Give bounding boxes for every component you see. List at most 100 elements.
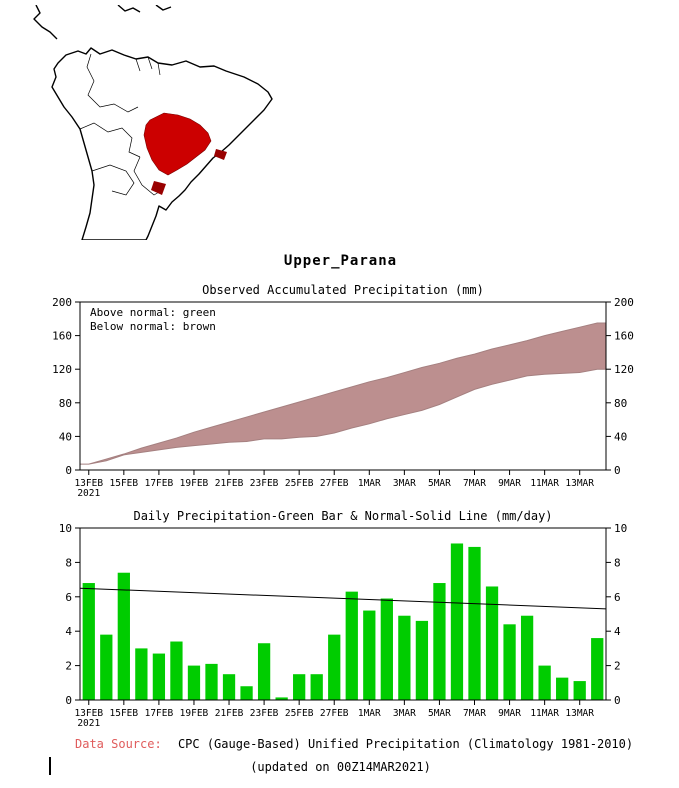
- y-tick-label: 8: [65, 556, 72, 569]
- y-tick-label: 80: [59, 397, 72, 410]
- updated-line: (updated on 00Z14MAR2021): [250, 760, 431, 774]
- precip-bar: [380, 598, 393, 700]
- precip-bar: [433, 583, 446, 700]
- country-borders: [135, 56, 161, 76]
- x-tick-label: 19FEB: [180, 708, 209, 719]
- precip-bar: [152, 653, 166, 700]
- accumulated-chart-title: Observed Accumulated Precipitation (mm): [202, 283, 484, 297]
- coastline-fragment: [33, 5, 58, 40]
- x-tick-label: 9MAR: [498, 708, 521, 719]
- x-tick-label: 7MAR: [463, 478, 486, 489]
- x-tick-label: 27FEB: [320, 708, 349, 719]
- region-highlight-fragment: [151, 181, 166, 195]
- legend-above-normal: Above normal: green: [90, 306, 216, 319]
- x-tick-label: 25FEB: [285, 708, 314, 719]
- coastline-fragment: [117, 5, 141, 13]
- y-tick-label: 160: [614, 330, 634, 343]
- legend-below-normal: Below normal: brown: [90, 320, 216, 333]
- x-tick-label: 9MAR: [498, 478, 521, 489]
- page-title: Upper_Parana: [283, 253, 398, 269]
- y-tick-label: 6: [65, 591, 72, 604]
- accumulated-precip-chart: Observed Accumulated Precipitation (mm) 0…: [52, 283, 634, 499]
- precip-bar: [485, 586, 499, 700]
- y-tick-label: 200: [52, 296, 72, 309]
- y-tick-label: 0: [614, 694, 621, 707]
- precip-bar: [100, 634, 113, 700]
- x-tick-label: 25FEB: [285, 478, 314, 489]
- x-tick-label: 13FEB: [74, 708, 103, 719]
- precip-bar: [345, 591, 358, 700]
- x-year-label: 2021: [77, 488, 100, 499]
- y-tick-label: 40: [614, 430, 627, 443]
- precip-bar: [450, 543, 464, 700]
- precip-bar: [135, 648, 148, 700]
- data-source-line: Data Source: CPC (Gauge-Based) Unified P…: [75, 737, 633, 751]
- precip-bar: [117, 572, 130, 700]
- x-tick-label: 17FEB: [145, 708, 174, 719]
- country-borders: [86, 53, 139, 113]
- precip-bar: [187, 665, 201, 700]
- data-source-label: Data Source:: [75, 737, 162, 751]
- x-tick-label: 27FEB: [320, 478, 349, 489]
- coastline-fragment: [155, 5, 172, 11]
- upper-parana-region-highlight: [143, 112, 212, 176]
- precip-bar: [591, 638, 604, 700]
- below-normal-band: [80, 322, 607, 465]
- south-america-map: [33, 5, 273, 240]
- precip-bar: [293, 674, 306, 700]
- precip-bar: [538, 665, 551, 700]
- daily-precip-chart: Daily Precipitation-Green Bar & Normal-S…: [59, 509, 628, 729]
- country-borders: [133, 156, 165, 196]
- x-tick-label: 15FEB: [110, 478, 139, 489]
- y-tick-label: 4: [65, 625, 72, 638]
- normal-line: [79, 587, 607, 610]
- precip-bar: [240, 686, 253, 700]
- data-source-text: CPC (Gauge-Based) Unified Precipitation …: [177, 737, 634, 751]
- y-tick-label: 8: [614, 556, 621, 569]
- y-tick-label: 40: [59, 430, 72, 443]
- precip-bar: [468, 546, 481, 700]
- x-tick-label: 5MAR: [428, 478, 451, 489]
- daily-chart-title: Daily Precipitation-Green Bar & Normal-S…: [133, 509, 552, 523]
- precip-bar: [205, 663, 218, 700]
- x-tick-label: 15FEB: [110, 708, 139, 719]
- x-tick-label: 13MAR: [565, 478, 594, 489]
- precip-bar: [503, 624, 516, 700]
- x-tick-label: 19FEB: [180, 478, 209, 489]
- precip-bar: [310, 674, 323, 700]
- x-tick-label: 13MAR: [565, 708, 594, 719]
- y-tick-label: 200: [614, 296, 634, 309]
- precip-bar: [398, 615, 411, 700]
- y-tick-label: 0: [614, 464, 621, 477]
- y-tick-label: 2: [614, 660, 621, 673]
- y-tick-label: 10: [59, 522, 72, 535]
- precip-bar: [328, 634, 341, 700]
- precip-bar: [573, 681, 586, 700]
- x-tick-label: 21FEB: [215, 478, 244, 489]
- x-tick-label: 11MAR: [530, 478, 559, 489]
- y-tick-label: 120: [52, 363, 72, 376]
- x-tick-label: 5MAR: [428, 708, 451, 719]
- country-borders: [91, 164, 135, 196]
- x-tick-label: 13FEB: [74, 478, 103, 489]
- y-tick-label: 4: [614, 625, 621, 638]
- x-tick-label: 23FEB: [250, 478, 279, 489]
- precip-bar: [222, 674, 236, 700]
- x-tick-label: 11MAR: [530, 708, 559, 719]
- x-tick-label: 21FEB: [215, 708, 244, 719]
- precip-bar: [363, 610, 376, 700]
- y-tick-label: 0: [65, 694, 72, 707]
- y-tick-label: 160: [52, 330, 72, 343]
- x-tick-label: 17FEB: [145, 478, 174, 489]
- precip-bar: [275, 697, 288, 700]
- x-tick-label: 3MAR: [393, 478, 416, 489]
- x-year-label: 2021: [77, 718, 100, 729]
- x-tick-label: 1MAR: [358, 708, 381, 719]
- y-tick-label: 2: [65, 660, 72, 673]
- x-tick-label: 7MAR: [463, 708, 486, 719]
- y-tick-label: 120: [614, 363, 634, 376]
- y-tick-label: 0: [65, 464, 72, 477]
- precip-bar: [415, 620, 429, 700]
- region-highlight-fragment: [214, 149, 227, 160]
